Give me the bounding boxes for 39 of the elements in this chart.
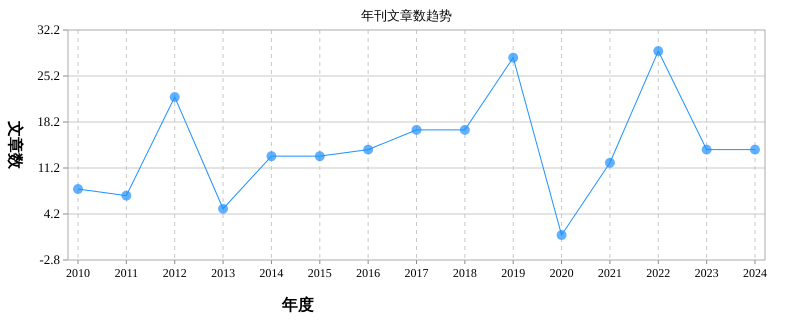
- y-tick-label: -2.8: [39, 252, 60, 267]
- point: [314, 151, 325, 162]
- point: [363, 144, 374, 155]
- x-tick-label: 2011: [114, 266, 138, 280]
- point: [556, 230, 567, 240]
- y-tick-label: 4.2: [44, 206, 60, 221]
- x-tick-label: 2018: [452, 266, 477, 280]
- chart-title: 年刊文章数趋势: [361, 8, 452, 23]
- x-tick-label: 2017: [404, 266, 428, 280]
- y-tick-label: 32.2: [37, 22, 60, 37]
- point: [73, 184, 83, 194]
- x-tick-label: 2014: [259, 266, 284, 280]
- x-tick-label: 2021: [598, 266, 622, 280]
- y-axis-title: 文章数: [6, 120, 24, 170]
- point: [412, 124, 422, 135]
- point: [266, 151, 276, 162]
- x-tick-label: 2023: [694, 266, 719, 280]
- point: [653, 46, 664, 56]
- point: [750, 144, 760, 155]
- x-tick-label: 2013: [211, 266, 236, 280]
- point: [218, 204, 228, 214]
- x-tick-label: 2024: [743, 266, 767, 280]
- x-tick-label: 2016: [356, 266, 380, 280]
- x-tick-label: 2015: [308, 266, 332, 280]
- y-tick-label: 11.2: [38, 160, 60, 175]
- x-tick-label: 2010: [66, 266, 90, 280]
- point: [121, 190, 132, 201]
- point: [170, 92, 180, 102]
- y-tick-label: 18.2: [37, 114, 60, 129]
- x-tick-label: 2020: [550, 266, 574, 280]
- x-axis-title: 年度: [281, 295, 314, 314]
- point: [508, 52, 518, 63]
- x-tick-label: 2019: [501, 266, 526, 280]
- x-tick-label: 2022: [646, 266, 670, 280]
- point: [460, 124, 470, 135]
- point: [604, 158, 615, 168]
- point: [702, 144, 712, 155]
- x-tick-label: 2012: [162, 266, 187, 280]
- y-tick-label: 25.2: [37, 68, 60, 83]
